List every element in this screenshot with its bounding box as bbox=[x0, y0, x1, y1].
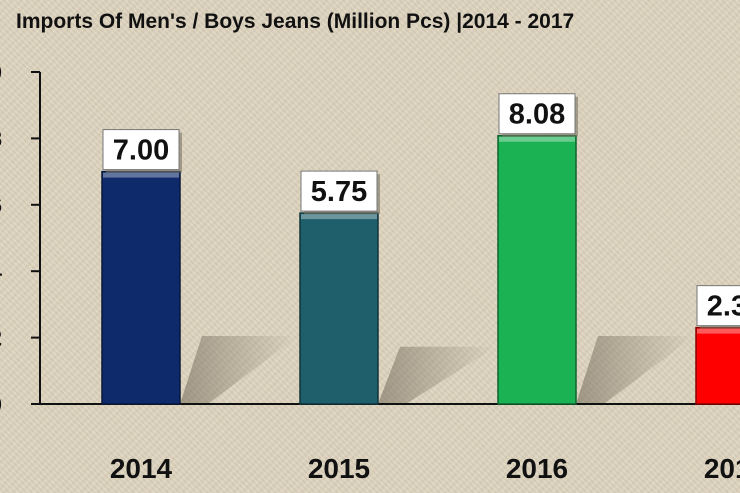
chart-title: Imports Of Men's / Boys Jeans (Million P… bbox=[16, 10, 575, 33]
bar bbox=[101, 170, 181, 405]
value-label-box bbox=[696, 285, 740, 327]
bar-highlight bbox=[697, 328, 740, 334]
y-tick-label: 8 bbox=[0, 126, 2, 151]
x-tick-labels: 2014 2015 2016 2017 bbox=[110, 453, 740, 484]
value-labels: 7.00 5.75 8.08 2.30 bbox=[102, 93, 740, 329]
value-label: 2.30 bbox=[707, 291, 740, 323]
value-label-box bbox=[498, 93, 576, 135]
x-tick-label: 2014 bbox=[110, 453, 173, 484]
bar-shadows bbox=[180, 336, 694, 404]
x-tick-label: 2015 bbox=[308, 453, 370, 484]
bar bbox=[299, 212, 379, 405]
bar-shadow bbox=[180, 336, 298, 404]
y-tick-label: 10 bbox=[0, 60, 2, 85]
value-label: 7.00 bbox=[113, 135, 169, 167]
x-tick-label: 2017 bbox=[704, 453, 740, 484]
value-label: 5.75 bbox=[311, 176, 367, 208]
y-tick-label: 4 bbox=[0, 259, 3, 284]
bar-highlight bbox=[103, 172, 179, 178]
bar bbox=[695, 326, 740, 405]
y-tick-label: 6 bbox=[0, 193, 2, 218]
y-tick-label: 0 bbox=[0, 392, 2, 417]
bar-shadow bbox=[378, 346, 496, 404]
bar-highlight bbox=[499, 136, 575, 142]
value-label: 8.08 bbox=[509, 99, 565, 131]
y-tick-label: 2 bbox=[0, 326, 2, 351]
bars bbox=[101, 134, 740, 405]
bar bbox=[497, 134, 577, 405]
axes: 0 2 4 6 8 10 bbox=[0, 60, 740, 417]
value-label-box bbox=[102, 129, 180, 171]
value-label-box bbox=[300, 170, 378, 212]
x-tick-label: 2016 bbox=[506, 453, 568, 484]
bar-shadow bbox=[576, 336, 694, 404]
bar-highlight bbox=[301, 214, 377, 220]
